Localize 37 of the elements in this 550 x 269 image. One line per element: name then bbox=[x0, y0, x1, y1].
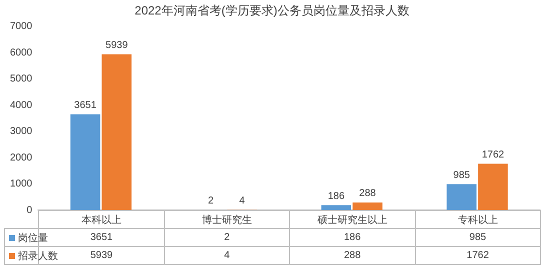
text: 186 bbox=[290, 228, 416, 246]
y-tick-label: 4000 bbox=[10, 100, 33, 111]
bar bbox=[446, 184, 476, 210]
bar bbox=[478, 164, 508, 210]
x-tick-label: 硕士研究生以上 bbox=[290, 210, 416, 228]
y-tick-label: 1000 bbox=[10, 178, 33, 190]
legend-label: 招录人数 bbox=[17, 250, 58, 264]
bar bbox=[321, 205, 352, 210]
chart-title: 2022年河南省考(学历要求)公务员岗位量及招录人数 bbox=[134, 4, 410, 18]
data-label: 1762 bbox=[482, 150, 505, 161]
data-label: 4 bbox=[239, 196, 246, 207]
y-tick-label: 0 bbox=[26, 204, 33, 216]
text: 1762 bbox=[415, 246, 540, 264]
x-tick-label: 博士研究生 bbox=[164, 210, 290, 228]
y-tick-label: 5000 bbox=[10, 74, 33, 85]
legend-label: 岗位量 bbox=[17, 232, 48, 246]
text: 2 bbox=[164, 228, 290, 246]
text: 985 bbox=[415, 228, 540, 246]
y-tick-label: 7000 bbox=[10, 21, 33, 32]
bar bbox=[70, 114, 100, 210]
bar bbox=[102, 54, 132, 210]
y-tick-label: 3000 bbox=[10, 126, 33, 138]
bar bbox=[352, 202, 382, 210]
text: 288 bbox=[290, 246, 416, 264]
y-tick-label: 6000 bbox=[10, 47, 33, 58]
data-label: 3651 bbox=[74, 100, 97, 111]
data-label: 2 bbox=[208, 196, 214, 207]
x-tick-label: 本科以上 bbox=[38, 210, 164, 228]
data-label: 186 bbox=[328, 190, 345, 202]
text: 3651 bbox=[90, 232, 113, 243]
text: 5939 bbox=[90, 250, 113, 261]
data-label: 5939 bbox=[106, 40, 128, 51]
y-tick-label: 2000 bbox=[10, 152, 33, 164]
data-label: 288 bbox=[359, 188, 376, 200]
data-label: 985 bbox=[453, 170, 470, 181]
x-tick-label: 专科以上 bbox=[415, 210, 540, 228]
text: 4 bbox=[164, 246, 290, 264]
